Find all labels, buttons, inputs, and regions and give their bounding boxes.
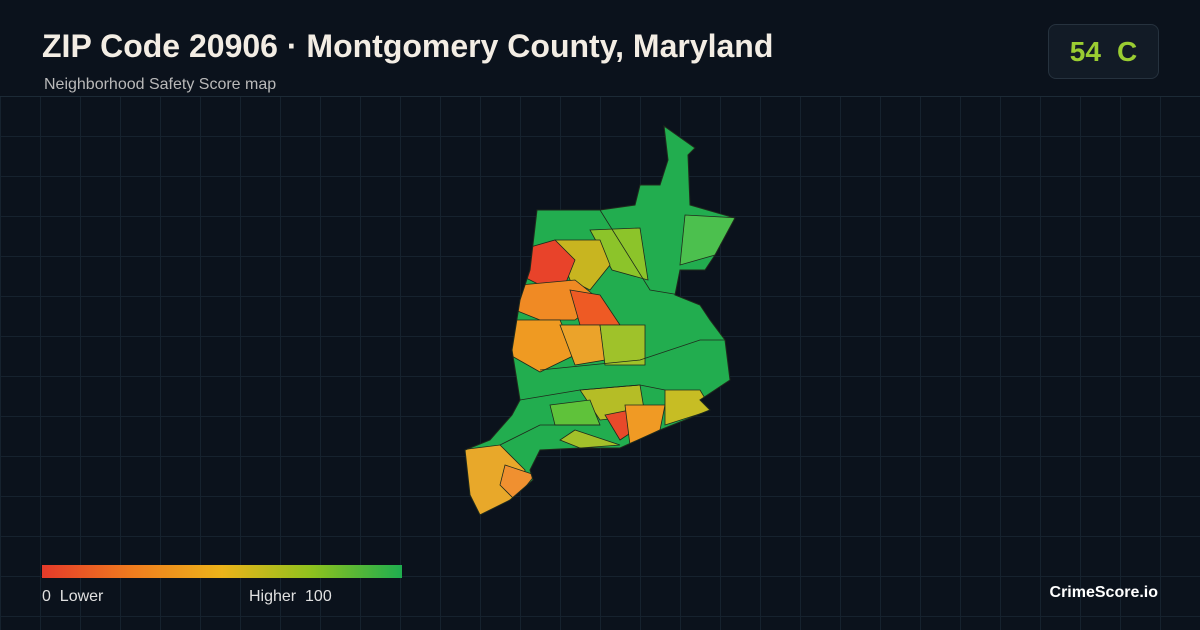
legend-gradient (42, 565, 402, 578)
brand: CrimeScore.io (1049, 584, 1158, 601)
title: ZIP Code 20906 · Montgomery County, Mary… (42, 28, 774, 64)
legend-max-value: 100 (305, 588, 332, 605)
header: ZIP Code 20906 · Montgomery County, Mary… (0, 0, 1200, 97)
legend-min-value: 0 (42, 588, 51, 605)
legend-min-label: Lower (59, 588, 104, 605)
legend-min: 0 Lower (42, 588, 103, 606)
subtitle: Neighborhood Safety Score map (44, 76, 277, 93)
score-badge: 54 C (1048, 24, 1159, 79)
legend-max: Higher 100 (249, 588, 332, 606)
score-grade: C (1116, 35, 1138, 67)
legend-max-label: Higher (249, 588, 297, 605)
score-value: 54 (1069, 35, 1101, 67)
neighborhoods (465, 209, 735, 515)
